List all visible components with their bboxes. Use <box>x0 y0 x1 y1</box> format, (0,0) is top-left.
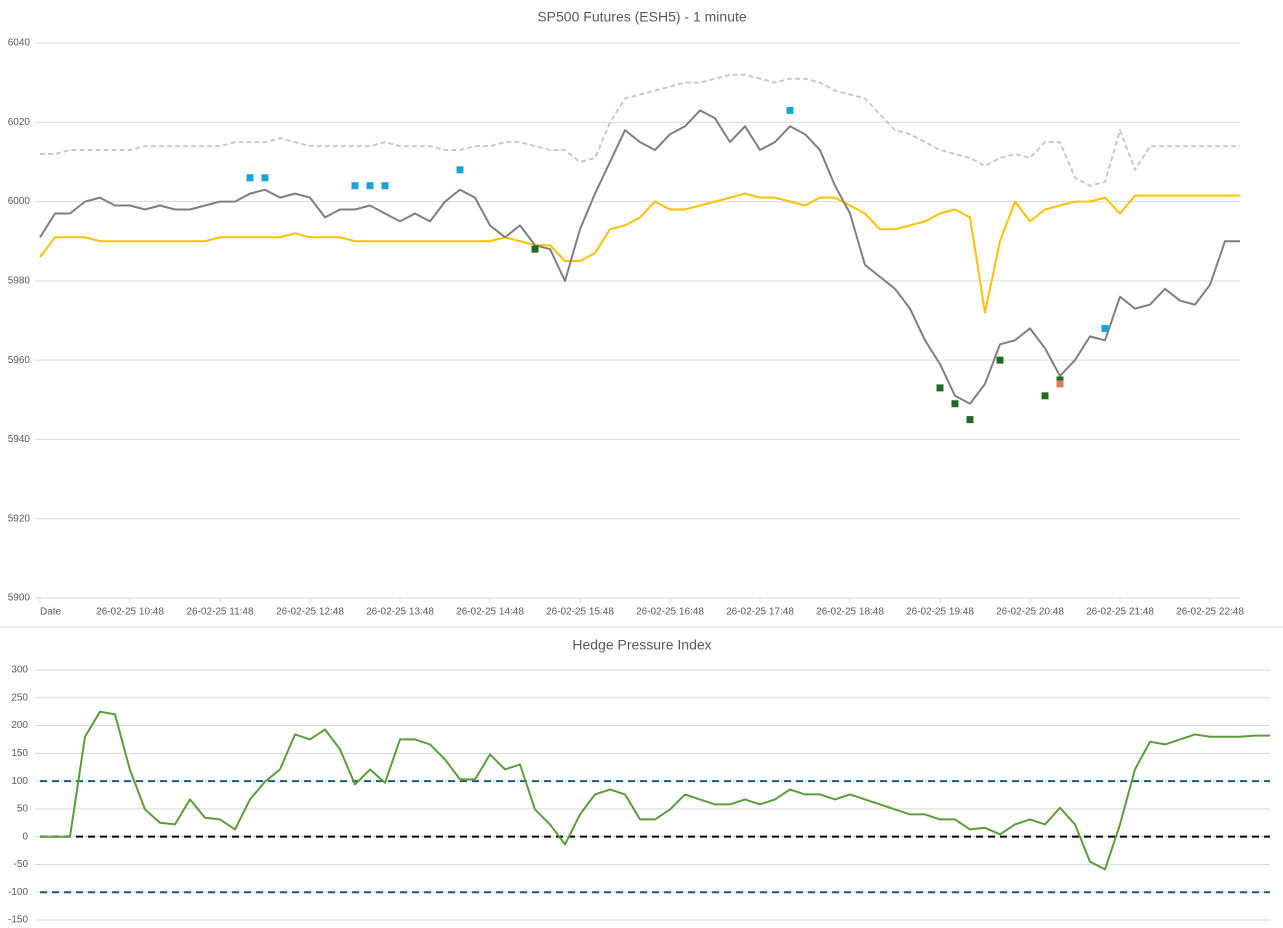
marker <box>951 400 959 408</box>
y-tick-label: -50 <box>14 859 29 870</box>
y-tick-label: 150 <box>11 748 28 759</box>
marker <box>531 245 539 253</box>
chart-title: SP500 Futures (ESH5) - 1 minute <box>537 9 747 25</box>
x-tick-label: 26-02-25 12:48 <box>276 607 344 618</box>
x-tick-label: 26-02-25 10:48 <box>96 607 164 618</box>
y-tick-label: 0 <box>22 831 28 842</box>
chart-title: Hedge Pressure Index <box>572 637 711 653</box>
y-tick-label: -150 <box>8 915 28 926</box>
marker <box>351 182 359 190</box>
y-tick-label: 5960 <box>8 355 31 366</box>
marker <box>996 356 1004 364</box>
series-line <box>40 710 1270 871</box>
marker <box>1056 376 1064 384</box>
x-tick-label: 26-02-25 17:48 <box>726 607 794 618</box>
y-tick-label: 6020 <box>8 117 31 128</box>
y-tick-label: 50 <box>17 804 29 815</box>
y-tick-label: 6000 <box>8 196 31 207</box>
x-tick-label: 26-02-25 13:48 <box>366 607 434 618</box>
y-tick-label: 5900 <box>8 593 31 604</box>
x-tick-label: 26-02-25 16:48 <box>636 607 704 618</box>
y-tick-label: 5980 <box>8 275 31 286</box>
marker <box>261 174 269 182</box>
marker <box>1056 380 1064 388</box>
x-tick-label: 26-02-25 20:48 <box>996 607 1064 618</box>
series-line <box>39 192 1240 314</box>
x-tick-label: 26-02-25 11:48 <box>186 607 254 618</box>
marker <box>966 416 974 424</box>
marker <box>381 182 389 190</box>
y-tick-label: 100 <box>11 776 28 787</box>
y-tick-label: 300 <box>11 665 28 676</box>
y-tick-label: 5920 <box>8 513 31 524</box>
x-tick-label: 26-02-25 19:48 <box>906 607 974 618</box>
y-tick-label: 250 <box>11 692 28 703</box>
series-line <box>40 73 1240 187</box>
marker <box>936 384 944 392</box>
x-tick-label: 26-02-25 18:48 <box>816 607 884 618</box>
x-tick-label: 26-02-25 15:48 <box>546 607 614 618</box>
marker <box>1101 324 1109 332</box>
marker <box>246 174 254 182</box>
y-tick-label: 200 <box>11 720 28 731</box>
series-line <box>39 109 1240 405</box>
y-tick-label: 6040 <box>8 38 31 49</box>
x-tick-label: Date <box>40 607 62 618</box>
x-tick-label: 26-02-25 22:48 <box>1176 607 1244 618</box>
y-tick-label: -100 <box>8 887 28 898</box>
x-tick-label: 26-02-25 14:48 <box>456 607 524 618</box>
marker <box>456 166 464 174</box>
y-tick-label: 5940 <box>8 434 31 445</box>
marker <box>1041 392 1049 400</box>
x-tick-label: 26-02-25 21:48 <box>1086 607 1154 618</box>
marker <box>786 106 794 114</box>
marker <box>366 182 374 190</box>
